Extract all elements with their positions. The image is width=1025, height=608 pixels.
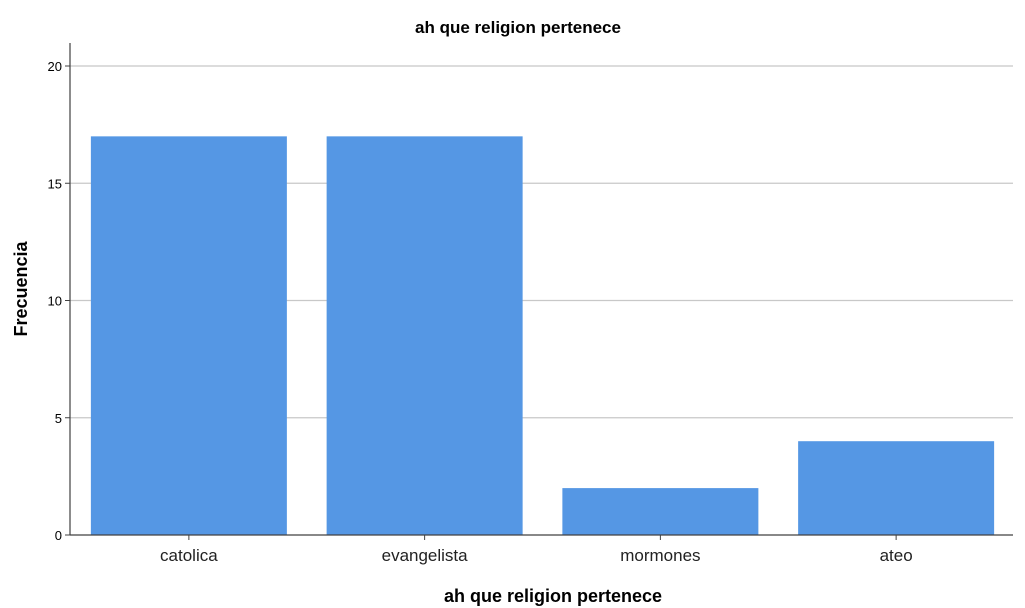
x-tick-label: mormones bbox=[620, 546, 700, 565]
y-axis-label: Frecuencia bbox=[11, 240, 31, 336]
y-tick-labels: 0 5 10 15 20 bbox=[48, 59, 62, 543]
chart-title: ah que religion pertenece bbox=[415, 18, 621, 37]
bar-mormones bbox=[562, 488, 759, 535]
x-tick-label: catolica bbox=[160, 546, 218, 565]
bar-evangelista bbox=[326, 136, 523, 535]
y-tick-label: 15 bbox=[48, 176, 62, 191]
y-tick-label: 10 bbox=[48, 294, 62, 309]
bar-ateo bbox=[798, 441, 995, 535]
y-tick-label: 20 bbox=[48, 59, 62, 74]
x-axis-label: ah que religion pertenece bbox=[444, 586, 662, 606]
x-tick-label: ateo bbox=[880, 546, 913, 565]
bars bbox=[90, 136, 995, 535]
bar-catolica bbox=[90, 136, 287, 535]
x-tick-label: evangelista bbox=[382, 546, 469, 565]
x-tick-labels: catolica evangelista mormones ateo bbox=[160, 546, 913, 565]
axes bbox=[65, 43, 1013, 540]
y-tick-label: 0 bbox=[55, 528, 62, 543]
y-tick-label: 5 bbox=[55, 411, 62, 426]
